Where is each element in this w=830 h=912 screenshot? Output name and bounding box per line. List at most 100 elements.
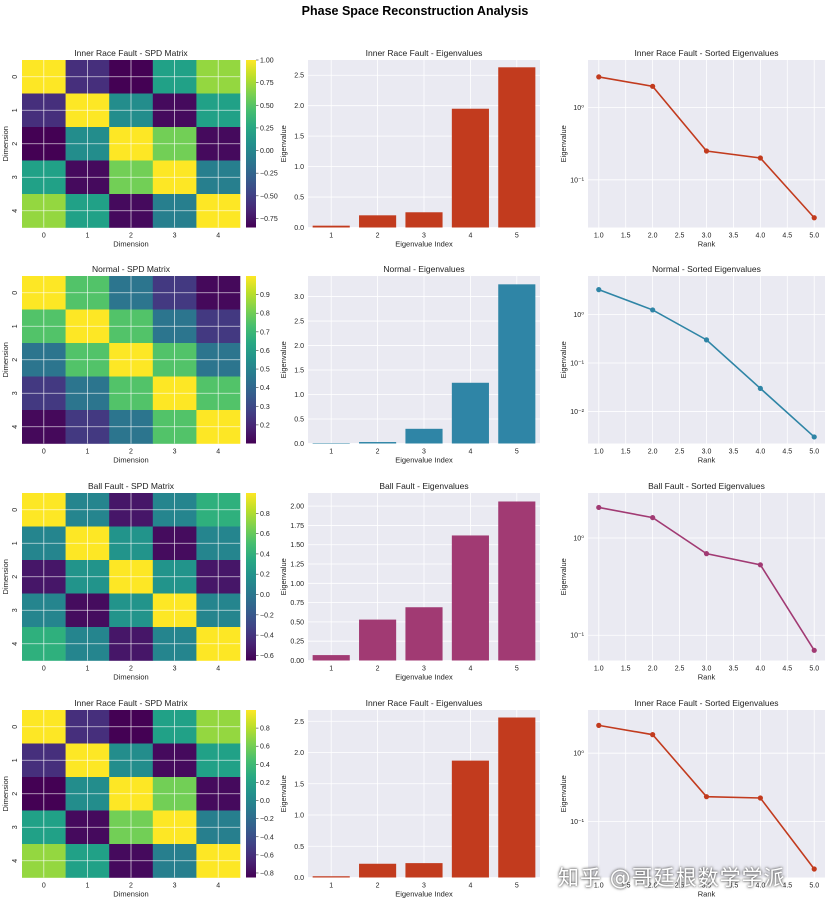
colorbar-tick-label: −0.50	[260, 193, 278, 200]
colorbar-tick-label: 0.6	[260, 744, 270, 751]
heatmap-x-tick-label: 2	[129, 233, 133, 240]
data-point	[596, 74, 602, 80]
line-x-tick-label: 3.0	[702, 883, 712, 890]
data-point	[650, 307, 656, 313]
bar-y-tick-label: 0.00	[290, 658, 304, 665]
bar-y-tick-label: 0.5	[294, 417, 304, 424]
bar	[451, 535, 489, 661]
heatmap-y-tick-label: 4	[12, 642, 19, 646]
line-chart-title: Ball Fault - Sorted Eigenvalues	[648, 481, 765, 491]
colorbar-tick-label: 0.6	[260, 348, 270, 355]
line-x-tick-label: 3.5	[729, 233, 739, 240]
bar-x-tick-label: 4	[468, 666, 472, 673]
bar-x-axis-label: Eigenvalue Index	[395, 456, 453, 465]
heatmap-y-tick-label: 2	[12, 792, 19, 796]
bar-y-axis-label: Eigenvalue	[279, 125, 288, 162]
bar-y-tick-label: 1.0	[294, 164, 304, 171]
bar-y-tick-label: 2.0	[294, 750, 304, 757]
heatmap-y-tick-label: 1	[12, 324, 19, 328]
bar-y-tick-label: 2.00	[290, 504, 304, 511]
heatmap-y-tick-label: 1	[12, 108, 19, 112]
line-x-tick-label: 2.5	[675, 449, 685, 456]
heatmap-title: Normal - SPD Matrix	[92, 264, 171, 274]
line-x-tick-label: 1.5	[621, 666, 631, 673]
colorbar	[246, 276, 256, 444]
data-point	[650, 514, 656, 521]
bar	[498, 717, 536, 878]
heatmap-y-tick-label: 4	[12, 209, 19, 213]
colorbar-tick-label: −0.2	[260, 612, 274, 619]
line-x-tick-label: 1.0	[594, 883, 604, 890]
colorbar-tick-label: 0.25	[260, 125, 274, 132]
heatmap-y-tick-label: 2	[12, 575, 19, 579]
bar	[451, 108, 489, 228]
bar-x-tick-label: 5	[515, 233, 519, 240]
line-x-tick-label: 3.5	[729, 449, 739, 456]
bar-x-tick-label: 3	[422, 233, 426, 240]
bar	[451, 760, 489, 878]
colorbar-tick-label: 0.9	[260, 292, 270, 299]
colorbar-tick-label: 0.6	[260, 531, 270, 538]
bar-x-tick-label: 2	[376, 233, 380, 240]
bar	[405, 428, 443, 444]
heatmap-x-tick-label: 3	[173, 883, 177, 890]
bar-y-tick-label: 1.0	[294, 813, 304, 820]
heatmap-panel-2: Ball Fault - SPD Matrix 0 0 1 1 2 2 3 3 4 4 Dimensi…	[1, 481, 274, 682]
colorbar-tick-label: 0.7	[260, 329, 270, 336]
bar-x-tick-label: 5	[515, 883, 519, 890]
heatmap-x-tick-label: 4	[216, 233, 220, 240]
line-x-tick-label: 2.5	[675, 666, 685, 673]
bar-y-tick-label: 2.0	[294, 343, 304, 350]
line-x-tick-label: 3.5	[729, 883, 739, 890]
watermark: 知乎 @哥廷根数学学派	[558, 866, 786, 890]
bar-panel-1: Normal - Eigenvalues 0.0 0.5 1.0 1.5 2.0 2.5 3.…	[279, 264, 540, 465]
heatmap-y-tick-label: 0	[12, 291, 19, 295]
line-x-tick-label: 5.0	[809, 883, 819, 890]
line-x-tick-label: 4.0	[755, 233, 765, 240]
heatmap-x-tick-label: 1	[85, 233, 89, 240]
colorbar-tick-label: 0.4	[260, 762, 270, 769]
colorbar-tick-label: 0.3	[260, 404, 270, 411]
bar	[312, 876, 350, 878]
line-x-tick-label: 4.5	[782, 233, 792, 240]
line-x-tick-label: 4.0	[755, 666, 765, 673]
bar-x-tick-label: 4	[468, 883, 472, 890]
bar-x-tick-label: 4	[468, 449, 472, 456]
line-x-tick-label: 2.0	[648, 883, 658, 890]
line-y-tick-label: 10⁰	[573, 750, 584, 758]
line-y-tick-label: 10⁻¹	[570, 361, 584, 368]
bar-panel-2: Ball Fault - Eigenvalues 0.00 0.25 0.50 0.75…	[279, 481, 540, 682]
bar-y-tick-label: 1.00	[290, 581, 304, 588]
line-x-tick-label: 1.0	[594, 233, 604, 240]
bar-y-axis-label: Eigenvalue	[279, 775, 288, 812]
heatmap-panel-3: Inner Race Fault - SPD Matrix 0 0 1 1 2 2 3 3 4 4 D…	[1, 698, 274, 899]
line-y-tick-label: 10⁰	[573, 534, 584, 542]
bar	[498, 501, 536, 661]
bar-y-tick-label: 0.5	[294, 844, 304, 851]
heatmap-panel-1: Normal - SPD Matrix 0 0 1 1 2 2 3 3 4 4 Dimension Di…	[1, 264, 270, 465]
heatmap-title: Inner Race Fault - SPD Matrix	[74, 48, 188, 58]
line-x-tick-label: 4.0	[755, 449, 765, 456]
data-point	[703, 794, 710, 800]
bar-x-tick-label: 1	[329, 883, 333, 890]
bar-y-tick-label: 0.25	[290, 639, 304, 646]
heatmap-y-tick-label: 0	[12, 725, 19, 729]
heatmap-x-tick-label: 4	[216, 449, 220, 456]
bar-y-tick-label: 2.0	[294, 103, 304, 110]
heatmap-x-tick-label: 4	[216, 883, 220, 890]
colorbar-tick-label: 1.00	[260, 58, 274, 65]
line-x-tick-label: 5.0	[809, 449, 819, 456]
heatmap-x-axis-label: Dimension	[113, 673, 148, 682]
bar-x-tick-label: 5	[515, 666, 519, 673]
line-x-axis-label: Rank	[698, 673, 716, 682]
colorbar	[246, 493, 256, 661]
heatmap-x-axis-label: Dimension	[113, 890, 148, 899]
line-chart-title: Normal - Sorted Eigenvalues	[652, 264, 761, 274]
line-y-tick-label: 10⁰	[573, 104, 584, 112]
line-y-tick-label: 10⁰	[573, 311, 584, 319]
bar-x-tick-label: 1	[329, 233, 333, 240]
line-x-axis-label: Rank	[698, 456, 716, 465]
heatmap-y-axis-label: Dimension	[1, 126, 10, 161]
heatmap-y-tick-label: 3	[12, 391, 19, 395]
